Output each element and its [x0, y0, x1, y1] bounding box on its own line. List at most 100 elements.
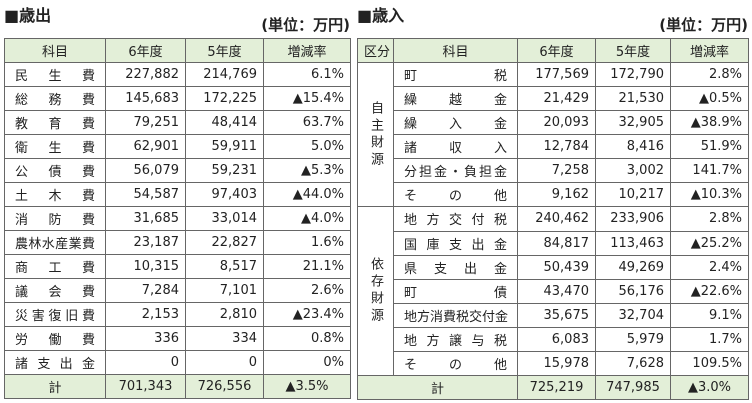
cell: 32,905 — [595, 110, 671, 136]
row: 依存財源 地方交付税 240,462 233,906 2.8% — [357, 206, 749, 376]
cell: 2,153 — [105, 302, 186, 327]
cell: 172,790 — [595, 62, 671, 88]
row: 災害復旧費 2,153 2,810 ▲23.4% — [4, 302, 351, 327]
cell: 増減率 — [670, 37, 749, 64]
cell: 84,817 — [517, 230, 596, 256]
cell: 計 — [4, 374, 106, 399]
row: 総務費 145,683 172,225 ▲15.4% — [4, 86, 351, 111]
cell: 公債費 — [4, 158, 106, 183]
cell: 22,827 — [185, 230, 264, 255]
cell: 2.6% — [263, 278, 351, 303]
cell: ▲0.5% — [670, 86, 749, 112]
row: 分担金・負担金 7,258 3,002 141.7% — [358, 158, 749, 184]
cell: 諸支出金 — [4, 350, 106, 375]
cell: 土木費 — [4, 182, 106, 207]
cell: 地方消費税交付金 — [393, 302, 518, 328]
cell: 8,517 — [185, 254, 264, 279]
cell: 145,683 — [105, 86, 186, 111]
cell: 21.1% — [263, 254, 351, 279]
cell: 繰入金 — [393, 110, 518, 136]
header-row: 科目 6年度 5年度 増減率 — [4, 38, 351, 63]
cell: 726,556 — [185, 374, 264, 399]
row: 自主財源 町税 177,569 172,790 2.8% — [357, 62, 749, 208]
cell: 6年度 — [105, 38, 186, 63]
cell: 7,628 — [595, 350, 671, 376]
cell: 6.1% — [263, 62, 351, 87]
cell: 725,219 — [517, 374, 596, 401]
row: 国庫支出金 84,817 113,463 ▲25.2% — [358, 230, 749, 256]
cell: 15,978 — [517, 350, 596, 376]
row: 消防費 31,685 33,014 ▲4.0% — [4, 206, 351, 231]
cell: 56,176 — [595, 278, 671, 304]
cell: 227,882 — [105, 62, 186, 87]
total-row: 計 725,219 747,985 ▲3.0% — [357, 374, 749, 401]
cell: 0% — [263, 350, 351, 375]
cell: 10,315 — [105, 254, 186, 279]
cell: ▲3.5% — [263, 374, 351, 399]
cell: 5,979 — [595, 326, 671, 352]
cell: 233,906 — [595, 206, 671, 232]
cell: 農林水産業費 — [4, 230, 106, 255]
row: その他 15,978 7,628 109.5% — [358, 350, 749, 376]
expenditure-table: 科目 6年度 5年度 増減率 民生費 227,882 214,769 6.1% 総務費 145,6… — [4, 38, 351, 399]
row: 議会費 7,284 7,101 2.6% — [4, 278, 351, 303]
cell: 48,414 — [185, 110, 264, 135]
cell: 56,079 — [105, 158, 186, 183]
cell: 5年度 — [185, 38, 264, 63]
cell: 9,162 — [517, 182, 596, 208]
cell: 50,439 — [517, 254, 596, 280]
row: 地方消費税交付金 35,675 32,704 9.1% — [358, 302, 749, 328]
cell: 衛生費 — [4, 134, 106, 159]
cell: 7,101 — [185, 278, 264, 303]
cell: 141.7% — [670, 158, 749, 184]
row: 繰入金 20,093 32,905 ▲38.9% — [358, 110, 749, 136]
cell: 334 — [185, 326, 264, 351]
total-row: 計 701,343 726,556 ▲3.5% — [4, 374, 351, 399]
unit: (単位：万円) — [261, 16, 350, 34]
cell: 1.6% — [263, 230, 351, 255]
cell: ▲5.3% — [263, 158, 351, 183]
cell: 地方譲与税 — [393, 326, 518, 352]
cell: 国庫支出金 — [393, 230, 518, 256]
cell: ▲38.9% — [670, 110, 749, 136]
cell: 自主財源 — [357, 62, 394, 208]
cell: 59,911 — [185, 134, 264, 159]
cell: 10,217 — [595, 182, 671, 208]
cell: 5年度 — [595, 37, 671, 64]
row: 衛生費 62,901 59,911 5.0% — [4, 134, 351, 159]
cell: ▲23.4% — [263, 302, 351, 327]
row: 民生費 227,882 214,769 6.1% — [4, 62, 351, 87]
row: 県支出金 50,439 49,269 2.4% — [358, 254, 749, 280]
cell: 109.5% — [670, 350, 749, 376]
cell: 3,002 — [595, 158, 671, 184]
cell: 240,462 — [517, 206, 596, 232]
unit: (単位：万円) — [659, 16, 748, 34]
cell: 2.4% — [670, 254, 749, 280]
cell: 町債 — [393, 278, 518, 304]
row: 教育費 79,251 48,414 63.7% — [4, 110, 351, 135]
cell: ▲4.0% — [263, 206, 351, 231]
cell: 49,269 — [595, 254, 671, 280]
row: その他 9,162 10,217 ▲10.3% — [358, 182, 749, 208]
cell: 諸収入 — [393, 134, 518, 160]
cell: 33,014 — [185, 206, 264, 231]
header-row: 区分 科目 6年度 5年度 増減率 — [357, 37, 749, 64]
cell: 8,416 — [595, 134, 671, 160]
cell: 51.9% — [670, 134, 749, 160]
cell: 97,403 — [185, 182, 264, 207]
row: 農林水産業費 23,187 22,827 1.6% — [4, 230, 351, 255]
cell: 7,284 — [105, 278, 186, 303]
cell: 消防費 — [4, 206, 106, 231]
cell: 民生費 — [4, 62, 106, 87]
cell: 0.8% — [263, 326, 351, 351]
cell: 教育費 — [4, 110, 106, 135]
cell: 科目 — [4, 38, 106, 63]
cell: ▲22.6% — [670, 278, 749, 304]
cell: 1.7% — [670, 326, 749, 352]
cell: 43,470 — [517, 278, 596, 304]
cell: 繰越金 — [393, 86, 518, 112]
cell: 63.7% — [263, 110, 351, 135]
cell: 31,685 — [105, 206, 186, 231]
cell: 9.1% — [670, 302, 749, 328]
